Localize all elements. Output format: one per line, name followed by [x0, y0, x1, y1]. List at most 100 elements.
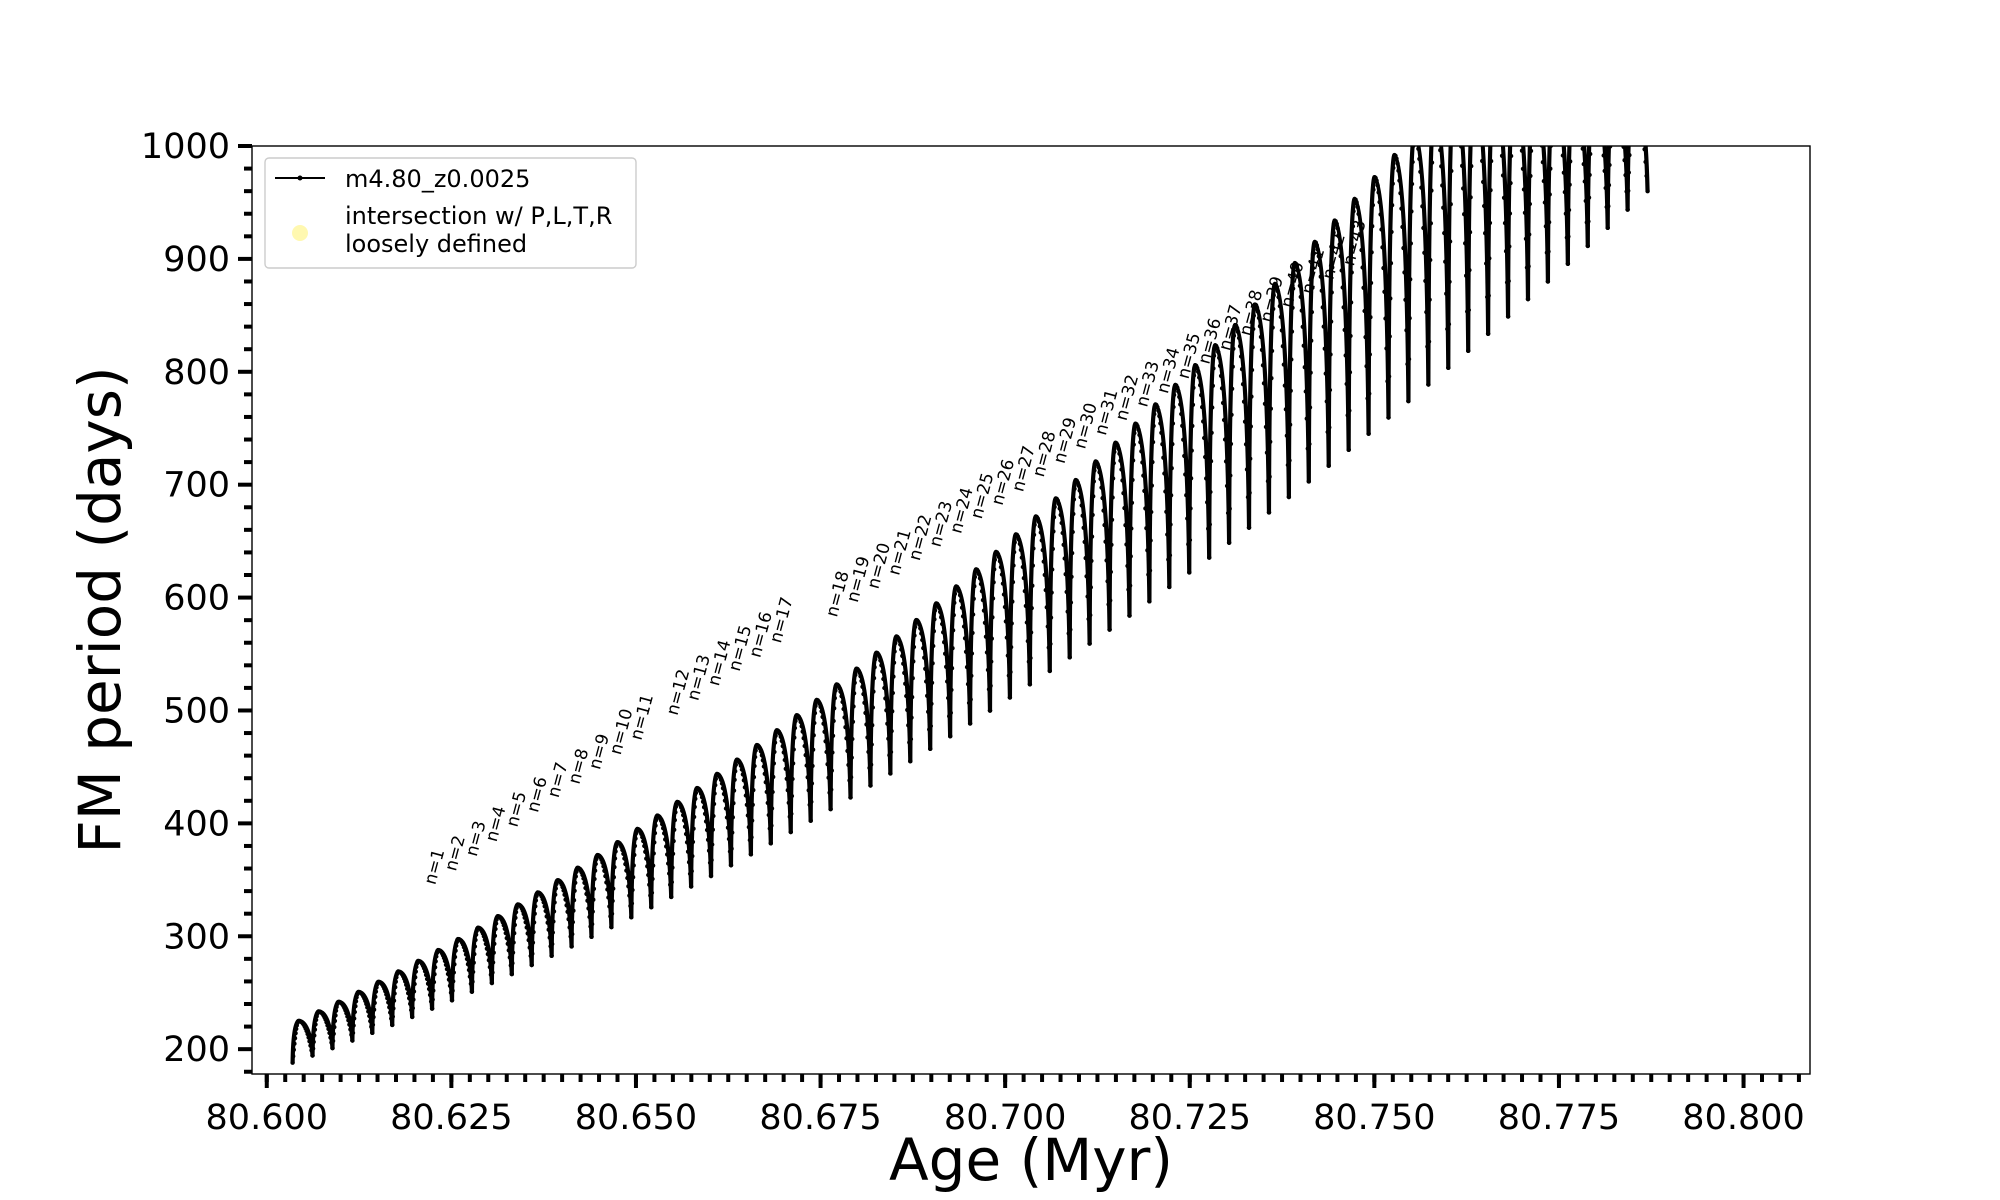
- series-point: [1626, 170, 1632, 175]
- series-point: [1302, 365, 1308, 370]
- series-point: [1188, 476, 1194, 481]
- series-point: [1123, 523, 1128, 528]
- series-point: [1371, 187, 1376, 192]
- series-point: [1156, 408, 1161, 413]
- series-point: [1396, 168, 1401, 173]
- series-point: [1315, 247, 1321, 252]
- series-point: [1588, 151, 1593, 157]
- series-point: [485, 951, 491, 957]
- series-point: [1574, 90, 1578, 94]
- series-point: [972, 574, 978, 580]
- series-point: [352, 1016, 357, 1021]
- series-point: [1370, 224, 1375, 229]
- series-point: [980, 597, 986, 603]
- series-point: [1447, 239, 1453, 244]
- series-point: [690, 839, 696, 845]
- series-point: [581, 876, 586, 881]
- series-point: [589, 921, 595, 927]
- series-point: [751, 774, 757, 780]
- series-point: [1268, 439, 1273, 444]
- series-point: [649, 905, 654, 910]
- series-point: [1539, 129, 1543, 133]
- series-point: [897, 638, 902, 643]
- series-point: [686, 860, 692, 865]
- series-point: [709, 857, 714, 863]
- series-point: [1408, 241, 1414, 246]
- series-point: [1416, 146, 1421, 151]
- series-point: [1350, 224, 1356, 229]
- series-point: [713, 776, 718, 782]
- series-point: [481, 934, 487, 939]
- series-point: [965, 681, 971, 687]
- series-point: [1532, 87, 1536, 91]
- series-point: [1639, 117, 1643, 121]
- series-point: [962, 636, 968, 641]
- series-point: [1006, 673, 1012, 678]
- series-point: [1386, 415, 1391, 420]
- series-point: [1575, 93, 1579, 97]
- series-point: [1513, 88, 1517, 92]
- series-point: [801, 736, 806, 741]
- series-point: [1071, 511, 1076, 517]
- series-point: [411, 989, 417, 994]
- series-point: [1143, 506, 1148, 511]
- series-point: [1445, 326, 1450, 332]
- series-point: [442, 958, 448, 964]
- series-point: [1528, 148, 1534, 154]
- series-point: [1045, 624, 1051, 629]
- series-point: [406, 991, 411, 996]
- plot-frame: [251, 145, 1811, 1075]
- series-point: [1171, 404, 1176, 410]
- series-point: [1609, 128, 1613, 132]
- series-point: [513, 909, 519, 915]
- series-point: [1436, 124, 1440, 128]
- series-point: [940, 621, 945, 627]
- series-point: [630, 887, 635, 893]
- series-point: [1367, 391, 1372, 396]
- series-point: [741, 778, 747, 783]
- series-point: [724, 815, 730, 820]
- series-point: [492, 933, 498, 938]
- series-point: [1064, 589, 1069, 595]
- series-point: [1129, 500, 1135, 505]
- series-point: [1325, 429, 1330, 435]
- series-point: [1264, 450, 1270, 455]
- series-point: [1635, 94, 1639, 98]
- series-point: [1601, 153, 1606, 158]
- series-point: [1129, 526, 1134, 531]
- series-point: [1599, 117, 1603, 121]
- series-point: [1082, 539, 1087, 545]
- series-point: [799, 724, 804, 729]
- series-point: [1350, 244, 1355, 250]
- series-point: [1397, 178, 1402, 183]
- series-point: [744, 802, 750, 807]
- series-point: [346, 1018, 351, 1023]
- series-point: [927, 727, 932, 732]
- series-point: [1571, 90, 1575, 94]
- series-point: [1505, 314, 1511, 319]
- series-point: [1111, 460, 1116, 466]
- series-point: [1356, 211, 1361, 217]
- series-point: [469, 989, 475, 994]
- legend-label-line: intersection w/ P,L,T,R: [345, 202, 612, 230]
- series-point: [739, 767, 745, 772]
- series-point: [841, 706, 846, 712]
- series-point: [850, 736, 855, 742]
- series-point: [1166, 557, 1171, 562]
- x-tick-label: 80.800: [1682, 1098, 1804, 1138]
- series-point: [798, 719, 803, 725]
- series-point: [859, 678, 864, 684]
- series-point: [371, 1007, 377, 1012]
- series-point: [1452, 91, 1456, 95]
- series-point: [1204, 476, 1209, 481]
- series-point: [1591, 89, 1595, 93]
- x-tick-label: 80.625: [390, 1098, 512, 1138]
- series-point: [1044, 605, 1050, 610]
- series-point: [1018, 547, 1024, 553]
- series-point: [733, 762, 738, 767]
- series-point: [312, 1027, 318, 1032]
- series-point: [645, 864, 650, 869]
- series-point: [1224, 483, 1230, 489]
- series-point: [1519, 133, 1523, 137]
- series-point: [1137, 432, 1142, 438]
